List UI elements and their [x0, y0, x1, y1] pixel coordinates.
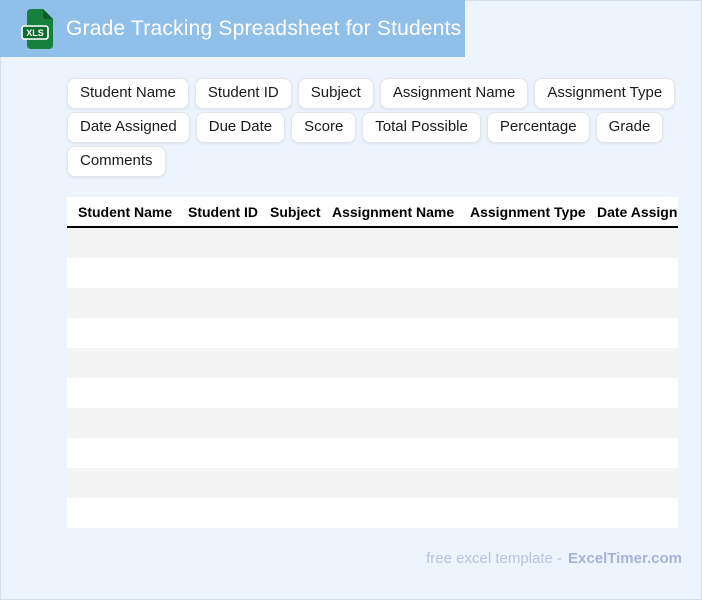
footer: free excel template - ExcelTimer.com: [67, 550, 682, 567]
field-chips: Student Name Student ID Subject Assignme…: [67, 78, 679, 177]
chip-date-assigned[interactable]: Date Assigned: [67, 112, 190, 143]
xls-file-icon: XLS: [21, 8, 53, 49]
table-row: [67, 288, 678, 318]
col-header-assignment-type: Assignment Type: [470, 203, 586, 220]
table-row: [67, 408, 678, 438]
chip-grade[interactable]: Grade: [595, 112, 664, 143]
grades-table: Student Name Student ID Subject Assignme…: [67, 197, 678, 528]
footer-brand-link[interactable]: ExcelTimer.com: [568, 550, 682, 567]
chip-percentage[interactable]: Percentage: [486, 112, 590, 143]
table-body: [67, 228, 678, 528]
chip-assignment-name[interactable]: Assignment Name: [379, 78, 529, 109]
table-header-row: Student Name Student ID Subject Assignme…: [67, 197, 678, 228]
col-header-student-id: Student ID: [188, 203, 258, 220]
table-row: [67, 438, 678, 468]
table-row: [67, 258, 678, 288]
col-header-date-assigned: Date Assigned: [597, 203, 678, 220]
table-row: [67, 498, 678, 528]
chip-due-date[interactable]: Due Date: [195, 112, 286, 143]
header-banner: XLS Grade Tracking Spreadsheet for Stude…: [0, 0, 465, 57]
chip-student-name[interactable]: Student Name: [67, 78, 189, 109]
col-header-student-name: Student Name: [78, 203, 173, 220]
col-header-subject: Subject: [270, 203, 321, 220]
chip-student-id[interactable]: Student ID: [194, 78, 292, 109]
table-row: [67, 318, 678, 348]
table-row: [67, 348, 678, 378]
table-row: [67, 468, 678, 498]
chip-assignment-type[interactable]: Assignment Type: [534, 78, 676, 109]
table-row: [67, 228, 678, 258]
chip-comments[interactable]: Comments: [67, 146, 166, 177]
col-header-assignment-name: Assignment Name: [332, 203, 455, 220]
xls-icon-label: XLS: [26, 28, 44, 38]
table-row: [67, 378, 678, 408]
page-title: Grade Tracking Spreadsheet for Students: [66, 16, 462, 40]
chip-subject[interactable]: Subject: [297, 78, 374, 109]
footer-text: free excel template -: [426, 550, 563, 567]
chip-total-possible[interactable]: Total Possible: [362, 112, 481, 143]
chip-score[interactable]: Score: [291, 112, 357, 143]
